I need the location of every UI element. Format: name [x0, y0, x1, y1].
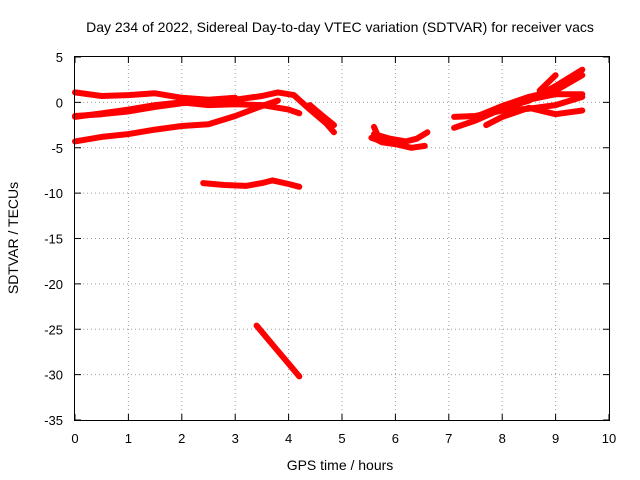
x-tick-label: 0 — [71, 431, 78, 446]
series-group — [72, 66, 586, 380]
x-tick-label: 1 — [125, 431, 132, 446]
series-arc-6 — [200, 177, 303, 190]
series-arc-16 — [536, 72, 559, 94]
chart-title: Day 234 of 2022, Sidereal Day-to-day VTE… — [86, 19, 594, 35]
series-arc-10 — [371, 123, 383, 142]
y-tick-label: -10 — [44, 186, 63, 201]
series-arc-7 — [253, 322, 303, 380]
y-tick-label: 5 — [56, 50, 63, 65]
series-arc-15 — [504, 91, 586, 111]
y-tick-label: -30 — [44, 368, 63, 383]
x-tick-label: 8 — [499, 431, 506, 446]
series-arc-9 — [371, 129, 431, 145]
x-tick-label: 9 — [552, 431, 559, 446]
y-tick-label: -15 — [44, 232, 63, 247]
x-tick-label: 7 — [445, 431, 452, 446]
x-tick-label: 2 — [178, 431, 185, 446]
x-tick-label: 5 — [338, 431, 345, 446]
series-arc-5 — [307, 102, 337, 129]
x-tick-label: 3 — [232, 431, 239, 446]
series-arc-8 — [368, 134, 428, 151]
y-tick-label: -5 — [51, 141, 63, 156]
x-tick-label: 4 — [285, 431, 292, 446]
x-tick-label: 6 — [392, 431, 399, 446]
series-arc-14 — [483, 104, 586, 129]
y-tick-label: 0 — [56, 95, 63, 110]
plot-frame — [74, 56, 610, 421]
y-tick-label: -35 — [44, 413, 63, 428]
y-tick-label: -25 — [44, 322, 63, 337]
axis-ticks: 0 1 2 3 4 5 6 7 8 9 10 5 0 -5 -10 -15 -20 -25 -30 -35 — [44, 50, 616, 446]
y-axis-label: SDTVAR / TECUs — [5, 182, 21, 294]
x-axis-label: GPS time / hours — [287, 457, 394, 473]
x-tick-label: 10 — [602, 431, 616, 446]
series-arc-4 — [72, 97, 281, 145]
series-arc-3 — [72, 99, 303, 120]
y-tick-label: -20 — [44, 277, 63, 292]
